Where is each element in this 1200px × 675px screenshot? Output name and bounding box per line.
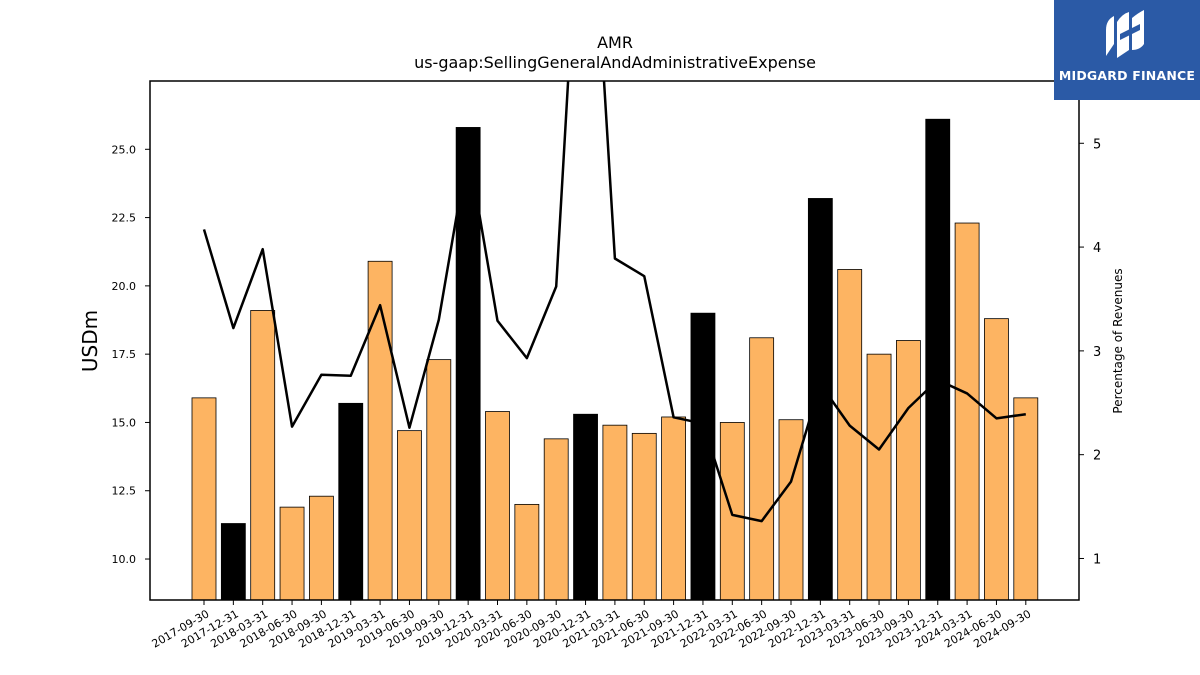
percentage-line bbox=[202, 81, 1026, 523]
bar-2018-09-30 bbox=[308, 495, 334, 601]
chart-title: AMR bbox=[597, 33, 633, 52]
bar-2021-12-31 bbox=[690, 312, 716, 601]
left-tick-label: 15.0 bbox=[112, 416, 137, 429]
left-tick-label: 25.0 bbox=[112, 143, 137, 156]
bar-2018-03-31 bbox=[250, 310, 276, 601]
left-tick-label: 17.5 bbox=[112, 348, 137, 361]
right-tick-label: 2 bbox=[1093, 449, 1101, 464]
bar-2022-12-31 bbox=[807, 198, 833, 601]
right-tick-label: 4 bbox=[1093, 241, 1101, 256]
bar-2023-09-30 bbox=[896, 340, 921, 601]
bar-series bbox=[191, 118, 1039, 601]
bar-2017-09-30 bbox=[191, 397, 217, 601]
plot-frame bbox=[149, 80, 1080, 601]
bar-2020-06-30 bbox=[514, 503, 540, 601]
line-series-layer bbox=[202, 81, 1026, 523]
bar-2020-03-31 bbox=[485, 411, 510, 601]
left-axis-ticks: 10.0 12.5 15.0 17.5 20.0 22.5 25.0 bbox=[112, 143, 150, 566]
right-tick-label: 1 bbox=[1093, 552, 1101, 567]
right-tick-label: 3 bbox=[1093, 345, 1101, 360]
bar-2020-09-30 bbox=[543, 438, 569, 601]
bar-2021-03-31 bbox=[602, 424, 628, 601]
x-axis-ticks: 2017-09-302017-12-312018-03-312018-06-30… bbox=[150, 600, 1033, 651]
left-tick-label: 22.5 bbox=[112, 212, 137, 225]
bar-2019-12-31 bbox=[455, 127, 481, 601]
bar-2023-06-30 bbox=[866, 353, 892, 601]
left-tick-label: 10.0 bbox=[112, 553, 137, 566]
bar-2023-12-31 bbox=[925, 118, 951, 601]
left-tick-label: 12.5 bbox=[112, 485, 137, 498]
bar-2021-09-30 bbox=[661, 416, 686, 601]
bar-2022-06-30 bbox=[749, 337, 775, 601]
brand-name: MIDGARD FINANCE bbox=[1058, 68, 1196, 83]
bar-2024-03-31 bbox=[954, 222, 980, 601]
left-tick-label: 20.0 bbox=[112, 280, 137, 293]
bar-2024-09-30 bbox=[1013, 397, 1039, 601]
chart-subtitle: us-gaap:SellingGeneralAndAdministrativeE… bbox=[414, 53, 816, 72]
bar-2019-09-30 bbox=[426, 359, 452, 601]
bar-2024-06-30 bbox=[984, 318, 1009, 601]
bar-2022-09-30 bbox=[778, 419, 804, 601]
bar-2020-12-31 bbox=[573, 413, 598, 601]
right-tick-label: 5 bbox=[1093, 137, 1101, 152]
y2-axis-label: Percentage of Revenues bbox=[1111, 268, 1125, 413]
y-axis-label: USDm bbox=[78, 310, 102, 372]
right-axis-ticks: 1 2 3 4 5 bbox=[1079, 137, 1101, 567]
bar-2019-06-30 bbox=[397, 430, 422, 601]
bar-2019-03-31 bbox=[367, 260, 393, 601]
bar-2018-06-30 bbox=[279, 506, 305, 601]
bar-2018-12-31 bbox=[338, 402, 364, 601]
midgard-m-logo-icon bbox=[1106, 10, 1144, 58]
bar-2017-12-31 bbox=[220, 523, 246, 601]
bar-2021-06-30 bbox=[631, 432, 657, 601]
bar-2023-03-31 bbox=[837, 269, 863, 601]
brand-logo: MIDGARD FINANCE bbox=[1054, 0, 1200, 100]
